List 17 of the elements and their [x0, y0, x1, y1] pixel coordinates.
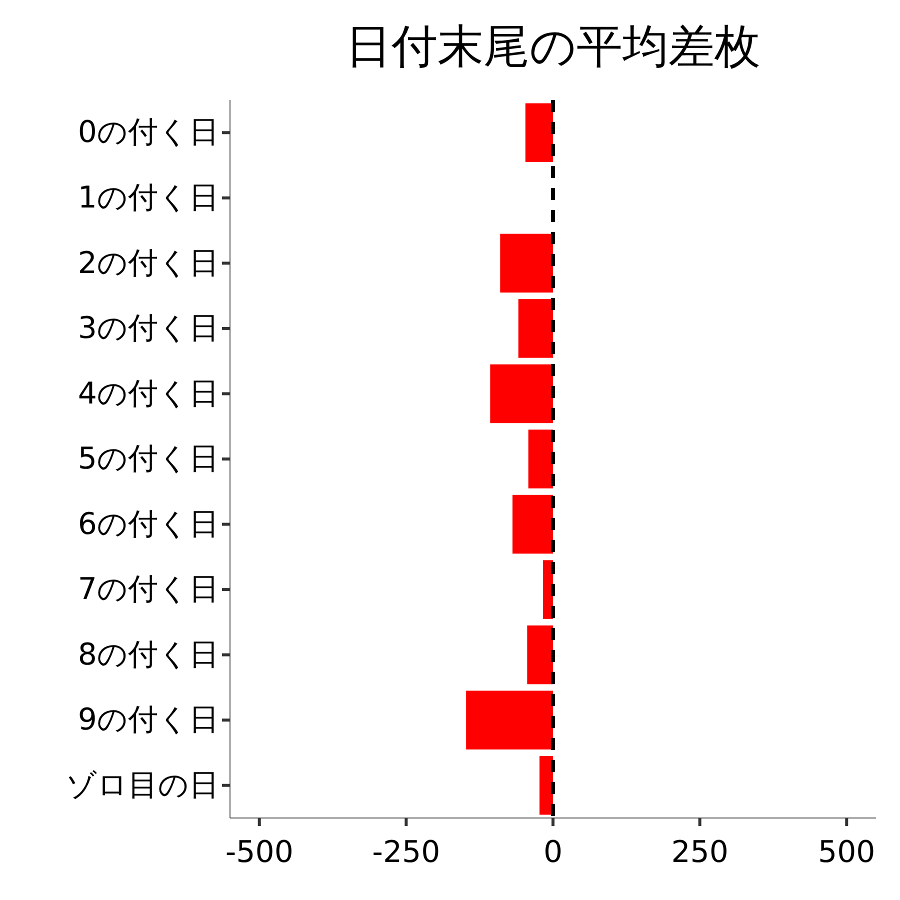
x-tick-label: -250 [372, 835, 440, 870]
y-tick-label: ゾロ目の日 [66, 768, 219, 803]
y-tick-label: 3の付く日 [78, 311, 219, 346]
y-tick-label: 8の付く日 [78, 637, 219, 672]
y-tick-label: 6の付く日 [78, 506, 219, 542]
chart-title: 日付末尾の平均差枚 [346, 19, 760, 73]
y-tick-label: 4の付く日 [78, 376, 219, 412]
y-tick-label: 7の付く日 [78, 572, 219, 608]
y-tick-label: 9の付く日 [78, 702, 219, 738]
x-tick-label: 500 [818, 835, 876, 870]
x-tick-label: -500 [225, 835, 294, 870]
y-tick-label: 0の付く日 [78, 115, 219, 150]
x-tick-label: 0 [543, 835, 563, 870]
x-tick-label: 250 [671, 835, 728, 870]
y-tick-label: 2の付く日 [78, 246, 219, 281]
y-tick-label: 1の付く日 [78, 180, 219, 216]
y-tick-label: 5の付く日 [78, 442, 219, 477]
